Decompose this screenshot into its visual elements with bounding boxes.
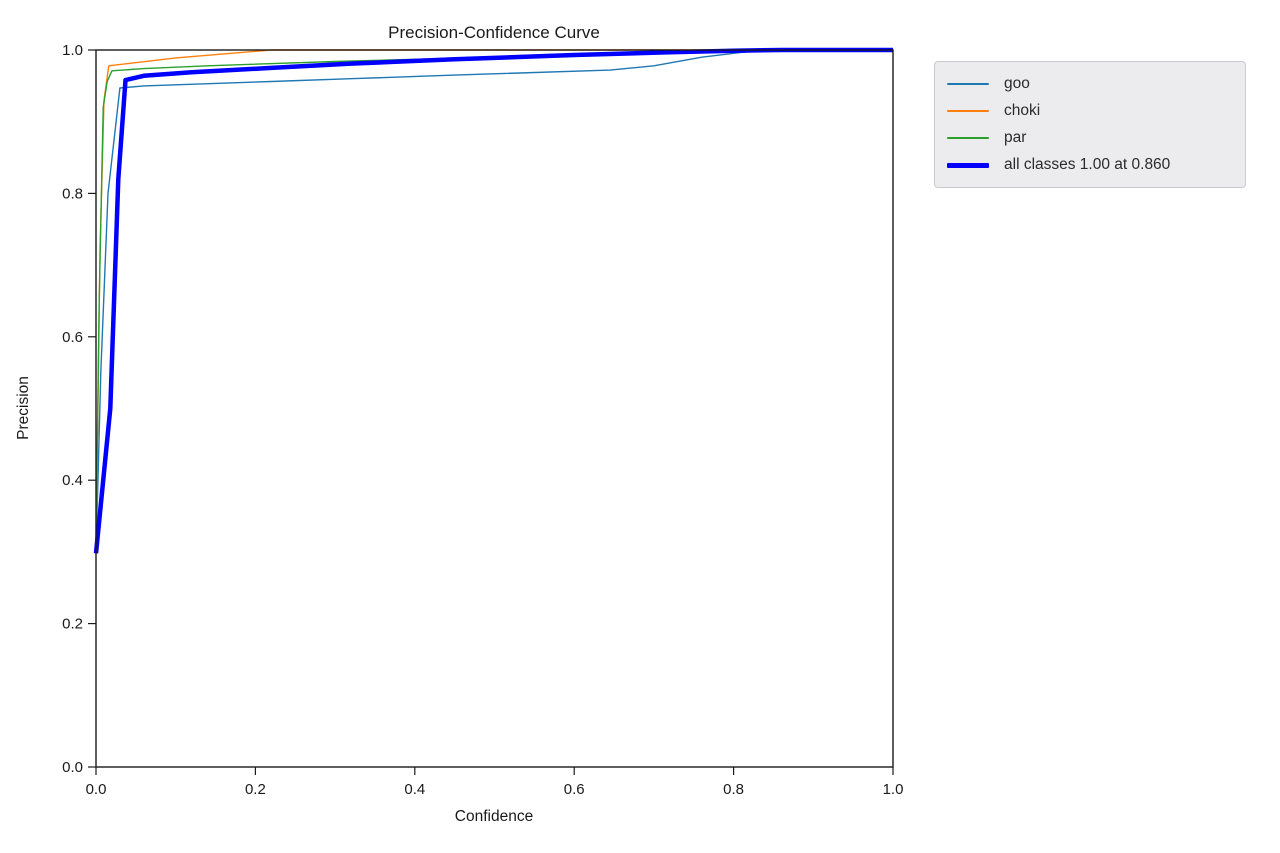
legend-label: all classes 1.00 at 0.860: [1004, 156, 1171, 174]
legend-row: goo: [947, 72, 1231, 96]
y-axis-label: Precision: [15, 376, 32, 440]
y-tick-label: 0.0: [62, 759, 83, 776]
series-line: [95, 49, 893, 552]
x-tick-label: 0.6: [564, 781, 585, 798]
plot-series: [93, 47, 893, 554]
legend-label: goo: [1004, 75, 1030, 93]
legend-row: all classes 1.00 at 0.860: [947, 153, 1231, 177]
y-tick-label: 1.0: [62, 42, 83, 59]
x-tick-label: 0.4: [404, 781, 425, 798]
legend-row: choki: [947, 99, 1231, 123]
legend-row: par: [947, 126, 1231, 150]
legend-line-swatch: [947, 137, 989, 139]
legend-label: par: [1004, 129, 1027, 147]
series-line: [93, 47, 893, 554]
y-tick-label: 0.8: [62, 185, 83, 202]
x-tick-label: 0.2: [245, 781, 266, 798]
x-axis-label: Confidence: [455, 808, 533, 825]
x-tick-label: 0.8: [723, 781, 744, 798]
y-tick-label: 0.6: [62, 329, 83, 346]
series-line: [95, 49, 893, 538]
legend-line-swatch: [947, 110, 989, 112]
plot-border: [95, 49, 894, 768]
legend-line-swatch: [947, 162, 989, 168]
x-tick-label: 0.0: [86, 781, 107, 798]
y-tick-label: 0.2: [62, 616, 83, 633]
legend-line-swatch: [947, 83, 989, 85]
chart-title: Precision-Confidence Curve: [388, 23, 600, 42]
x-tick-label: 1.0: [883, 781, 904, 798]
legend-label: choki: [1004, 102, 1041, 120]
y-tick-label: 0.4: [62, 472, 83, 489]
legend: goo choki par all classes 1.00 at 0.860: [934, 61, 1246, 188]
axis-ticks: 0.0 0.2 0.4 0.6 0.8 1.0 0.0 0.2 0.4 0.6 0.8 1.0: [62, 42, 903, 798]
series-line: [95, 50, 893, 554]
